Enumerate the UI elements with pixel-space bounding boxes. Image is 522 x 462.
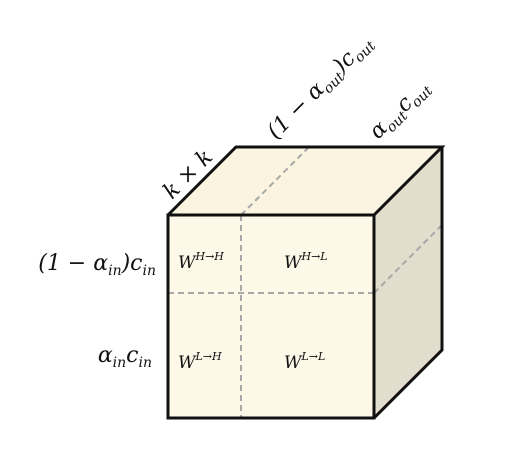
side-face-divider (373, 224, 443, 294)
cube-side-face (374, 147, 442, 418)
weight-high-to-low: WH→L (284, 250, 328, 273)
side-back-edge (372, 147, 444, 420)
weight-low-to-low: WL→L (284, 350, 325, 373)
cube-edges (166, 145, 446, 420)
weight-high-to-high: WH→H (178, 250, 224, 273)
front-edge (166, 213, 376, 420)
cube-top-face (168, 147, 442, 215)
top-back-edge (166, 145, 446, 217)
low-input-channels-label: αincin (98, 343, 152, 371)
top-face-divider (240, 146, 310, 216)
low-output-channels-label: αoutcout (365, 74, 437, 146)
high-input-channels-label: (1 − αin)cin (38, 251, 156, 279)
dashed-dividers (168, 146, 443, 418)
weight-low-to-high: WL→H (178, 350, 222, 373)
cube-front-face (168, 215, 374, 418)
high-output-channels-label: (1 − αout)cout (263, 29, 380, 146)
